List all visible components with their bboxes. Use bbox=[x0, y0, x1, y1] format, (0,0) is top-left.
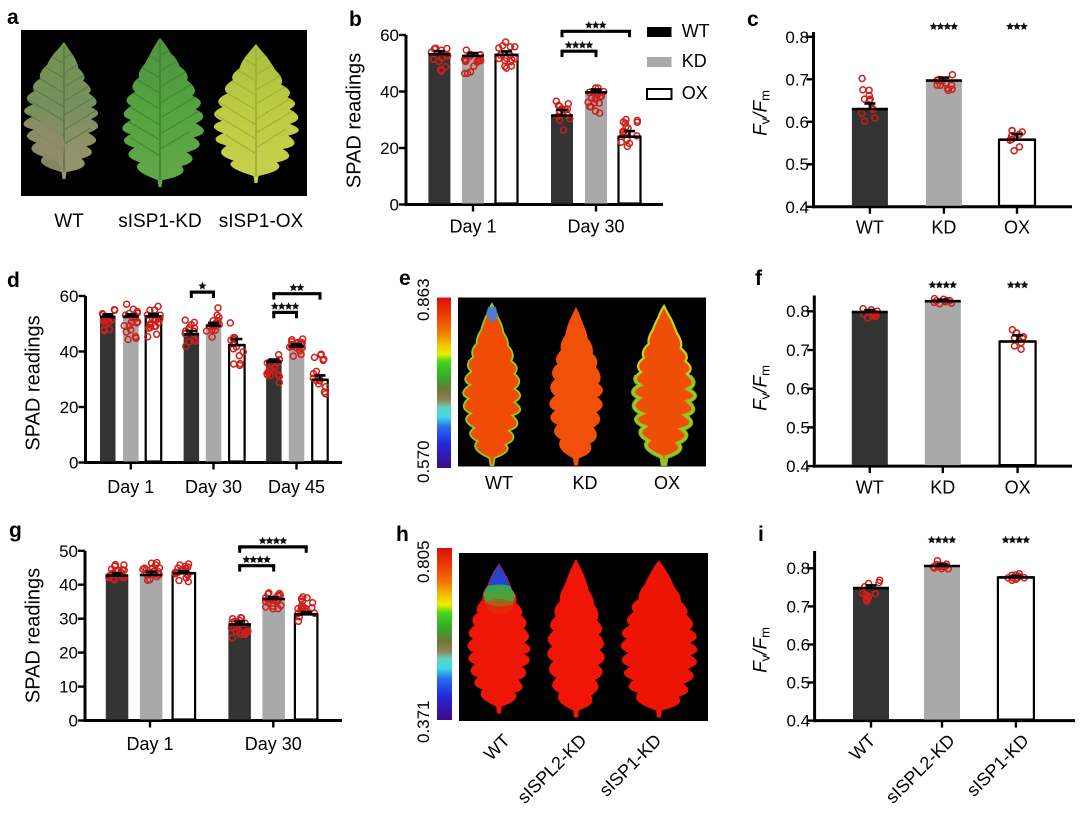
svg-text:WT: WT bbox=[54, 211, 84, 232]
svg-text:0.7: 0.7 bbox=[786, 597, 810, 616]
svg-text:20: 20 bbox=[380, 139, 399, 158]
svg-text:0.5: 0.5 bbox=[785, 155, 809, 174]
svg-text:KD: KD bbox=[572, 473, 597, 493]
svg-text:0.7: 0.7 bbox=[785, 70, 809, 89]
svg-text:a: a bbox=[7, 6, 19, 29]
svg-text:Fv/Fm: Fv/Fm bbox=[751, 365, 773, 411]
svg-text:KD: KD bbox=[682, 51, 707, 71]
svg-text:sISPL2-KD: sISPL2-KD bbox=[882, 730, 959, 807]
svg-text:20: 20 bbox=[60, 398, 79, 417]
svg-text:KD: KD bbox=[931, 218, 956, 238]
svg-text:Day 30: Day 30 bbox=[245, 734, 302, 754]
svg-text:0: 0 bbox=[69, 712, 78, 731]
svg-text:sISP1-OX: sISP1-OX bbox=[219, 211, 304, 232]
svg-text:WT: WT bbox=[856, 218, 884, 238]
svg-text:d: d bbox=[7, 269, 20, 292]
svg-text:b: b bbox=[349, 8, 362, 31]
svg-text:WT: WT bbox=[856, 478, 884, 498]
svg-text:SPAD readings: SPAD readings bbox=[344, 53, 366, 188]
svg-text:Fv/Fm: Fv/Fm bbox=[751, 90, 773, 136]
svg-text:KD: KD bbox=[930, 478, 955, 498]
svg-text:0: 0 bbox=[69, 453, 78, 472]
svg-text:sISP1-KD: sISP1-KD bbox=[963, 730, 1033, 800]
svg-text:0.4: 0.4 bbox=[785, 198, 809, 217]
svg-text:0.6: 0.6 bbox=[785, 113, 809, 132]
svg-text:0.8: 0.8 bbox=[786, 302, 810, 321]
svg-text:sISPL2-KD: sISPL2-KD bbox=[513, 730, 590, 807]
svg-text:40: 40 bbox=[60, 342, 79, 361]
svg-text:SPAD readings: SPAD readings bbox=[23, 315, 45, 450]
svg-text:g: g bbox=[9, 519, 22, 542]
svg-text:0.4: 0.4 bbox=[786, 712, 810, 731]
svg-text:Day 1: Day 1 bbox=[126, 734, 173, 754]
svg-text:Day 45: Day 45 bbox=[268, 477, 325, 497]
svg-text:SPAD readings: SPAD readings bbox=[23, 568, 45, 703]
svg-text:WT: WT bbox=[845, 730, 879, 764]
svg-text:30: 30 bbox=[59, 610, 78, 629]
svg-text:Day 30: Day 30 bbox=[185, 477, 242, 497]
svg-text:i: i bbox=[758, 523, 764, 546]
svg-text:0.8: 0.8 bbox=[785, 28, 809, 47]
svg-text:60: 60 bbox=[380, 26, 399, 45]
svg-text:WT: WT bbox=[480, 730, 514, 764]
svg-text:f: f bbox=[755, 267, 763, 290]
svg-text:0.6: 0.6 bbox=[786, 380, 810, 399]
svg-text:Day 1: Day 1 bbox=[449, 217, 496, 237]
svg-text:0.371: 0.371 bbox=[414, 700, 433, 743]
svg-text:Day 1: Day 1 bbox=[107, 477, 154, 497]
svg-text:0.5: 0.5 bbox=[786, 674, 810, 693]
svg-text:OX: OX bbox=[1005, 478, 1031, 498]
svg-text:0: 0 bbox=[390, 195, 399, 214]
svg-text:0.805: 0.805 bbox=[414, 540, 433, 583]
svg-text:c: c bbox=[747, 8, 759, 31]
svg-text:Day 30: Day 30 bbox=[567, 217, 624, 237]
svg-text:0.5: 0.5 bbox=[786, 418, 810, 437]
svg-text:e: e bbox=[399, 267, 411, 290]
svg-text:WT: WT bbox=[682, 21, 710, 41]
svg-text:10: 10 bbox=[59, 678, 78, 697]
svg-text:60: 60 bbox=[60, 287, 79, 306]
svg-text:sISP1-KD: sISP1-KD bbox=[118, 211, 201, 232]
svg-text:0.7: 0.7 bbox=[786, 341, 810, 360]
svg-text:0.6: 0.6 bbox=[786, 635, 810, 654]
svg-text:50: 50 bbox=[59, 542, 78, 561]
svg-text:sISP1-KD: sISP1-KD bbox=[595, 730, 665, 800]
svg-text:40: 40 bbox=[59, 576, 78, 595]
svg-text:0.8: 0.8 bbox=[786, 559, 810, 578]
svg-text:20: 20 bbox=[59, 644, 78, 663]
svg-text:0.570: 0.570 bbox=[414, 440, 433, 483]
svg-text:OX: OX bbox=[682, 83, 708, 103]
svg-text:Fv/Fm: Fv/Fm bbox=[751, 627, 773, 673]
svg-text:h: h bbox=[396, 523, 409, 546]
svg-text:OX: OX bbox=[654, 473, 680, 493]
svg-text:40: 40 bbox=[380, 83, 399, 102]
svg-text:0.863: 0.863 bbox=[414, 278, 433, 321]
svg-text:0.4: 0.4 bbox=[786, 457, 810, 476]
svg-text:OX: OX bbox=[1004, 218, 1030, 238]
svg-text:WT: WT bbox=[485, 473, 513, 493]
